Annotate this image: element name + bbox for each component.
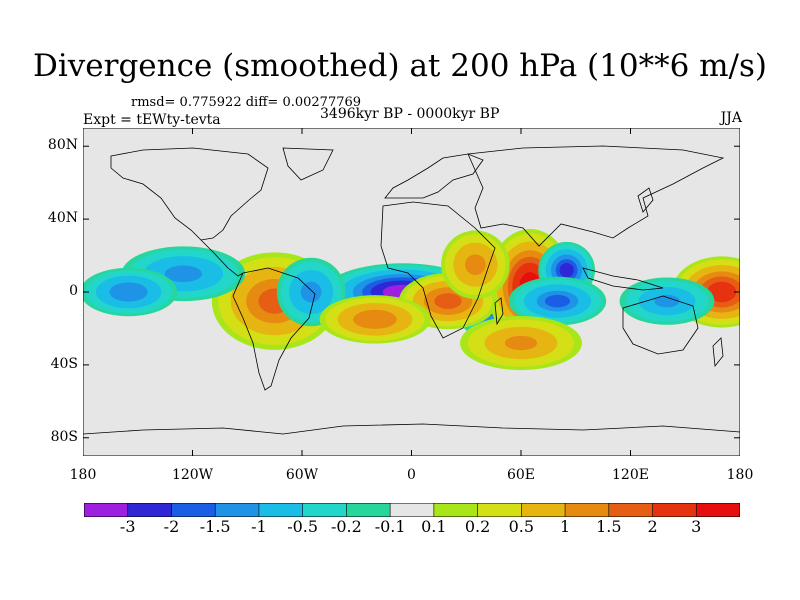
- contour-level: [504, 335, 538, 351]
- colorbar-label: -3: [119, 517, 136, 536]
- contour-level: [707, 281, 737, 303]
- coastline-maritime-continent: [582, 267, 664, 291]
- lat-label: 0: [69, 283, 78, 299]
- colorbar-cell: [346, 503, 391, 517]
- field-contours: [83, 229, 740, 371]
- colorbar-cell: [171, 503, 217, 517]
- contour-level: [164, 265, 203, 283]
- period-label: 3496kyr BP - 0000kyr BP: [320, 106, 500, 122]
- divergence-map: [83, 128, 740, 456]
- coastline-asia: [467, 145, 725, 247]
- lon-label: 180: [726, 467, 754, 483]
- contour-level: [109, 282, 148, 302]
- contour-level: [300, 281, 322, 303]
- coastline-new-zealand: [712, 337, 724, 368]
- colorbar: [84, 503, 740, 517]
- colorbar-label: -1: [251, 517, 267, 536]
- field-feature-east-pacific-convergence: [83, 267, 178, 317]
- colorbar-label: -0.1: [374, 517, 406, 536]
- lon-label: 120E: [612, 467, 649, 483]
- contour-level: [559, 262, 574, 278]
- plot-title: Divergence (smoothed) at 200 hPa (10**6 …: [33, 48, 767, 84]
- lat-label: 80S: [50, 428, 78, 445]
- colorbar-cell: [389, 503, 435, 517]
- colorbar-cell: [258, 503, 304, 517]
- experiment-label: Expt = tEWty-tevta: [83, 112, 221, 128]
- colorbar-cell: [477, 503, 523, 517]
- lat-label: 40N: [47, 210, 78, 227]
- colorbar-cell: [84, 503, 129, 517]
- coastline-south-america: [232, 267, 316, 391]
- colorbar-cell: [433, 503, 479, 517]
- colorbar-label: 0.5: [508, 517, 535, 536]
- lon-label: 60W: [285, 467, 319, 483]
- contour-level: [434, 293, 462, 309]
- colorbar-cell: [302, 503, 348, 517]
- contour-level: [654, 294, 680, 308]
- colorbar-label: -0.5: [287, 517, 319, 536]
- colorbar-cell: [608, 503, 654, 517]
- colorbar-cell: [652, 503, 698, 517]
- coastline-central-america: [200, 239, 244, 277]
- colorbar-label: -2: [163, 517, 180, 536]
- lon-label: 0: [407, 467, 416, 483]
- field-feature-southern-ocean-divergence: [460, 315, 582, 371]
- stats-line: rmsd= 0.775922 diff= 0.00277769: [131, 95, 362, 110]
- coastline-madagascar: [494, 297, 504, 326]
- colorbar-cell: [214, 503, 260, 517]
- colorbar-label: -0.2: [330, 517, 362, 536]
- contour-level: [465, 254, 486, 276]
- season-label: JJA: [720, 110, 742, 126]
- coastline-japan: [637, 187, 654, 213]
- field-feature-indian-ocean-south-convergence: [508, 276, 607, 326]
- lat-label: 80N: [47, 137, 78, 154]
- field-feature-west-pacific-convergence: [619, 277, 715, 325]
- field-feature-tropical-atlantic-divergence: [319, 295, 431, 344]
- colorbar-label: 1: [559, 517, 571, 536]
- coastline-australia: [622, 295, 699, 355]
- field-feature-africa-divergence: [441, 230, 510, 299]
- colorbar-cell: [564, 503, 610, 517]
- colorbar-label: 2: [647, 517, 658, 536]
- coastline-europe: [384, 153, 484, 199]
- coastline-greenland: [282, 147, 334, 181]
- colorbar-label: 1.5: [596, 517, 622, 536]
- lon-label: 60E: [506, 467, 536, 483]
- colorbar-cell: [695, 503, 740, 517]
- colorbar-cell: [127, 503, 173, 517]
- contour-level: [544, 294, 571, 308]
- lon-label: 120W: [171, 467, 214, 483]
- colorbar-label: 0.2: [464, 517, 491, 536]
- lon-label: 180: [69, 467, 97, 483]
- colorbar-cell: [521, 503, 566, 517]
- coastline-antarctica: [83, 423, 740, 435]
- coastlines: [83, 145, 740, 435]
- coastline-north-america: [110, 147, 269, 241]
- colorbar-label: 0.1: [421, 517, 447, 536]
- lat-label: 40S: [50, 355, 78, 372]
- contour-level: [353, 309, 397, 329]
- axis-ticks: [83, 128, 740, 456]
- colorbar-label: 3: [691, 517, 702, 536]
- colorbar-label: -1.5: [199, 517, 231, 536]
- coastline-africa: [380, 201, 496, 339]
